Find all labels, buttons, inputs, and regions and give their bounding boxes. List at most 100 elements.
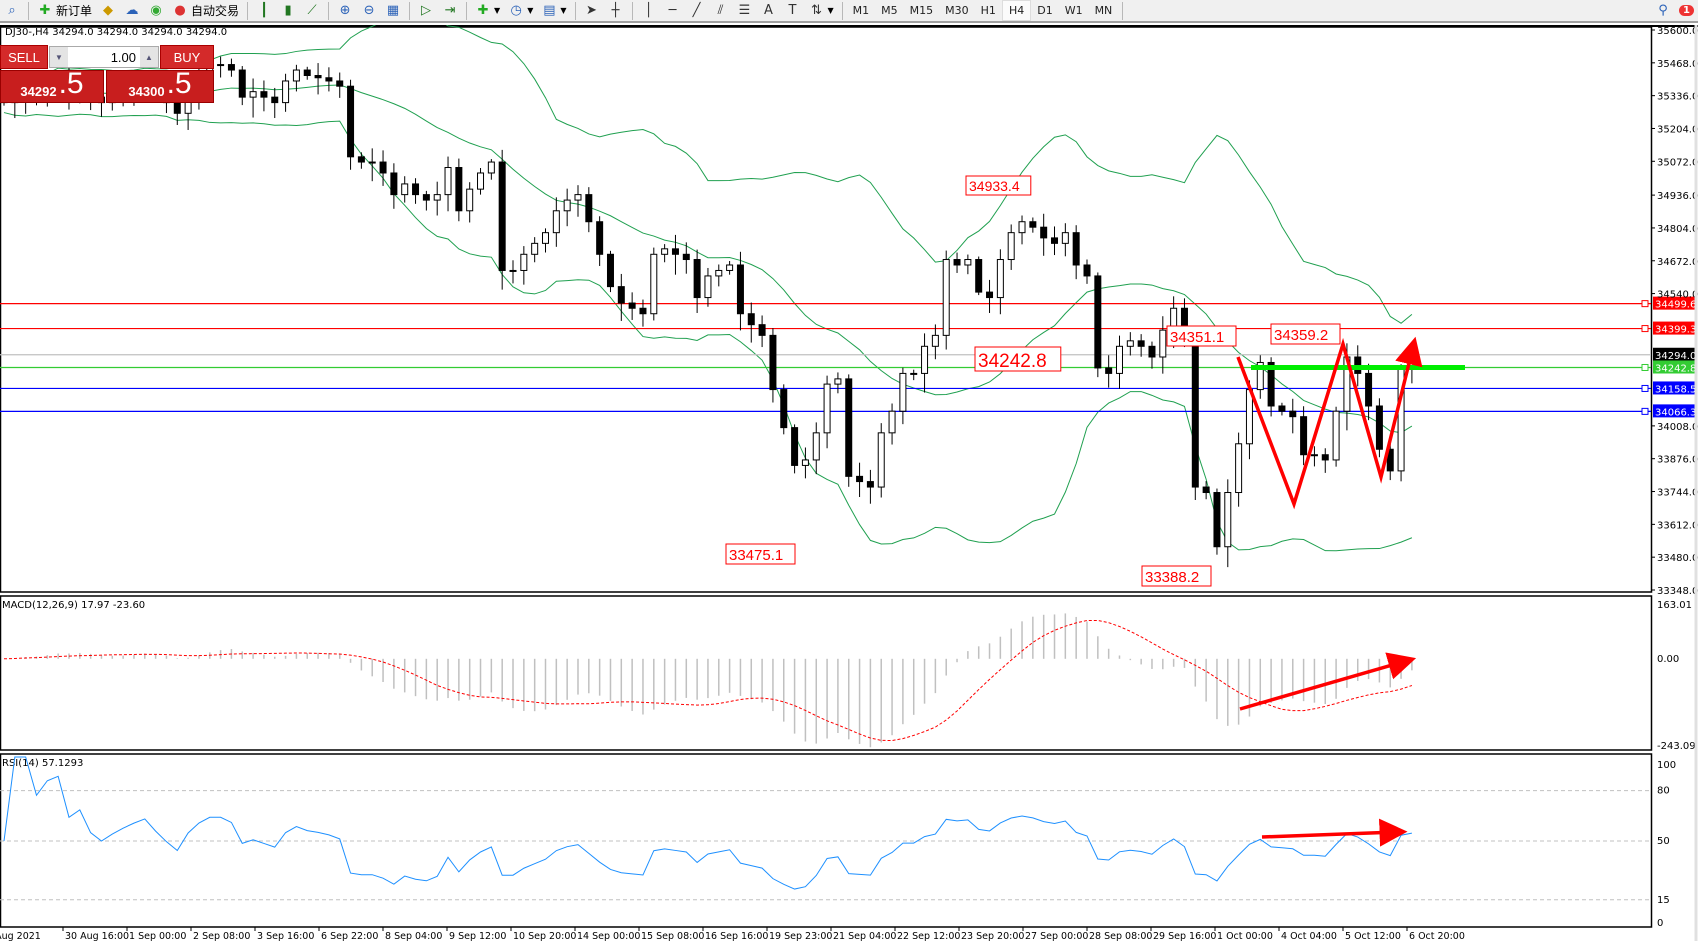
text-label-button[interactable]: T [781, 0, 805, 21]
timeframe-m1[interactable]: M1 [852, 4, 870, 17]
timeframe-m30[interactable]: M30 [945, 4, 969, 17]
magnifier-button[interactable]: ⌕ [0, 0, 24, 21]
candle [379, 150, 387, 186]
candle-body [704, 275, 712, 299]
macd-axis-label: 163.01 [1657, 600, 1692, 611]
search-button[interactable]: ⚲ [1651, 0, 1675, 21]
chart-shift-button[interactable]: ⇥ [438, 0, 462, 21]
candle [877, 423, 885, 498]
candle-body [780, 389, 788, 429]
candle [271, 87, 279, 119]
candle-body [812, 432, 820, 461]
lot-input[interactable] [68, 49, 140, 65]
trendline-icon: ╱ [692, 2, 701, 18]
price-annotation-box[interactable] [1270, 323, 1341, 345]
fibonacci-button[interactable]: ☰ [733, 0, 757, 21]
templates-button[interactable]: ▤ ▼ [537, 0, 570, 21]
candle-body [1040, 226, 1048, 239]
price-axis-label: 33480.0 [1657, 553, 1698, 564]
candlestick-button[interactable]: ▮ [276, 0, 300, 21]
buy-price-button[interactable]: 34300.5 [106, 69, 214, 103]
line-handle[interactable] [1641, 300, 1649, 308]
arrows-button[interactable]: ⇅ ▼ [805, 0, 838, 21]
timeframe-m15[interactable]: M15 [909, 4, 934, 17]
price-annotation-box[interactable] [1166, 325, 1237, 347]
line-handle[interactable] [1641, 325, 1649, 333]
candle-body [1321, 454, 1329, 461]
lot-increase-button[interactable]: ▲ [140, 47, 158, 67]
candle [368, 148, 376, 182]
horizontal-line-button[interactable]: ─ [661, 0, 685, 21]
channel-button[interactable]: ⫽ [709, 0, 733, 21]
timeframe-w1[interactable]: W1 [1064, 4, 1083, 17]
candle-body [1007, 232, 1015, 261]
macd-divergence-arrow[interactable] [1239, 652, 1417, 711]
notifications-button[interactable]: 1 [1675, 0, 1698, 21]
candle-body [542, 232, 549, 244]
indicators-button[interactable]: ✚ ▼ [471, 0, 504, 21]
trendline-button[interactable]: ╱ [685, 0, 709, 21]
market-watch-button[interactable]: ◆ [96, 0, 120, 21]
vertical-line-button[interactable]: │ [637, 0, 661, 21]
signals-button[interactable]: ◉ [144, 0, 168, 21]
candle-body [1051, 237, 1059, 244]
candle-body [769, 334, 777, 391]
candle [1191, 327, 1199, 500]
timeframe-d1[interactable]: D1 [1037, 4, 1053, 17]
price-annotation: 33475.1 [729, 547, 783, 564]
line-handle[interactable] [1641, 363, 1649, 371]
timeframe-m5[interactable]: M5 [881, 4, 898, 17]
sell-price-button[interactable]: 34292.5 [0, 69, 104, 103]
line-handle[interactable] [1641, 384, 1649, 392]
sell-button[interactable]: SELL [0, 45, 48, 69]
candle [1278, 402, 1286, 416]
price-annotation-box[interactable] [965, 175, 1032, 196]
new-order-button[interactable]: ✚ 新订单 [33, 0, 96, 21]
price-tag [1653, 360, 1697, 374]
candle-body [1159, 329, 1167, 358]
diamond-icon: ◆ [103, 2, 114, 18]
candle [249, 78, 257, 118]
price-axis-label: 34008.0 [1657, 422, 1698, 433]
price-annotation-box[interactable] [725, 543, 796, 565]
macd-axis-label: 0.00 [1657, 654, 1679, 665]
timeframe-h4[interactable]: H4 [1001, 0, 1032, 21]
data-window-button[interactable]: ☁ [120, 0, 144, 21]
auto-scroll-button[interactable]: ▷ [414, 0, 438, 21]
buy-button[interactable]: BUY [160, 45, 214, 69]
candle-body [422, 194, 430, 201]
dropdown-arrow-icon: ▼ [527, 6, 534, 15]
price-annotation-box[interactable] [974, 346, 1062, 372]
lot-decrease-button[interactable]: ▼ [50, 47, 68, 67]
line-chart-button[interactable]: ⟋ [300, 0, 324, 21]
w-pattern-arrow[interactable] [1236, 336, 1423, 510]
timeframe-mn[interactable]: MN [1094, 4, 1113, 17]
price-annotation: 34933.4 [969, 178, 1020, 194]
auto-trading-button[interactable]: ● 自动交易 [168, 0, 243, 21]
tile-windows-button[interactable]: ▦ [381, 0, 405, 21]
zoom-out-button[interactable]: ⊖ [357, 0, 381, 21]
time-axis-label: 14 Sep 00:00 [577, 931, 640, 941]
candle [931, 324, 939, 360]
chart-window[interactable]: DJ30-,H4 34294.0 34294.0 34294.0 34294.0… [0, 25, 1698, 941]
price-annotation-box[interactable] [1141, 565, 1212, 587]
candle [1126, 332, 1134, 356]
candle [801, 447, 809, 479]
cursor-button[interactable]: ➤ [580, 0, 604, 21]
candle [834, 372, 842, 394]
text-button[interactable]: A [757, 0, 781, 21]
candle [574, 185, 582, 217]
add-indicator-icon: ✚ [477, 2, 489, 18]
lot-stepper[interactable]: ▼ ▲ [49, 46, 159, 68]
separator [328, 1, 330, 20]
bar-chart-button[interactable]: ┃ [252, 0, 276, 21]
crosshair-button[interactable]: ┼ [604, 0, 628, 21]
rsi-divergence-arrow[interactable] [1261, 818, 1408, 847]
candle [1029, 217, 1037, 233]
line-handle[interactable] [1641, 407, 1649, 415]
periods-button[interactable]: ◷ ▼ [504, 0, 537, 21]
zoom-in-button[interactable]: ⊕ [333, 0, 357, 21]
timeframe-h1[interactable]: H1 [980, 4, 996, 17]
vertical-line-icon: │ [644, 2, 653, 18]
candle [1224, 479, 1232, 568]
